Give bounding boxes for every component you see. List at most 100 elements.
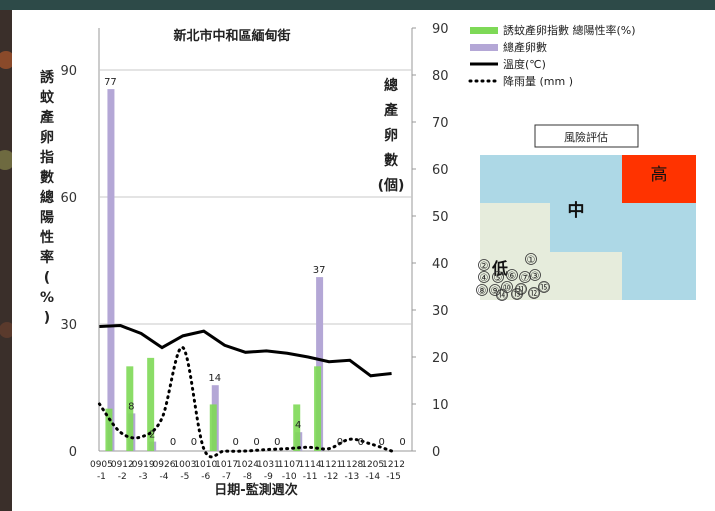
gridlines: [99, 69, 412, 325]
x-tick-week: -9: [264, 472, 273, 482]
x-tick-date: 1003: [173, 460, 196, 470]
week-marker-circle: [528, 287, 540, 299]
x-tick-date: 0919: [132, 460, 155, 470]
positive-rate-bars: [105, 357, 322, 451]
week-marker-label: ⑫: [529, 288, 539, 300]
risk-zone-high: [622, 155, 696, 203]
x-tick-week: -1: [97, 472, 106, 482]
egg-count-label: 0: [274, 437, 280, 448]
x-tick-date: 1205: [361, 460, 384, 470]
left-axis-label-char: 產: [39, 109, 54, 126]
legend-label: 誘蚊產卵指數 總陽性率(%): [503, 23, 636, 37]
right-tick-label: 60: [432, 163, 449, 178]
x-tick-date: 1017: [215, 460, 238, 470]
week-marker-label: ⑥: [508, 271, 517, 282]
positive-rate-bar: [293, 404, 301, 451]
x-tick-week: -11: [303, 472, 318, 482]
egg-count-label: 8: [128, 401, 134, 412]
left-axis-label-char: 蚊: [40, 89, 55, 106]
legend-label: 總產卵數: [503, 40, 547, 54]
legend-swatch: [470, 27, 498, 34]
week-marker-label: ⑨: [491, 286, 500, 297]
x-tick-date: 0912: [111, 460, 134, 470]
left-tick-label: 90: [60, 64, 77, 79]
left-axis-label-char: 性: [40, 229, 54, 246]
line-series: [97, 323, 394, 459]
right-tick-label: 20: [432, 351, 449, 366]
x-tick-week: -10: [282, 472, 297, 482]
x-tick-date: 1114: [299, 460, 322, 470]
x-tick-date: 0926: [153, 460, 176, 470]
left-tick-label: 30: [60, 318, 77, 333]
week-marker-label: ⑦: [521, 273, 530, 284]
week-marker-circle: [496, 289, 508, 301]
week-marker-circle: [525, 253, 537, 265]
legend-swatch: [470, 44, 498, 51]
week-marker-circle: [538, 281, 550, 293]
right-tick-label: 30: [432, 304, 449, 319]
egg-count-bar: [107, 89, 115, 451]
egg-count-label: 0: [232, 437, 238, 448]
bar-data-labels: 77 8 2 0 0 14 0 0 0 4 37 0 0 0 0: [104, 77, 406, 448]
legend-label: 降雨量 (mm ): [503, 74, 573, 88]
right-tick-label: 0: [432, 445, 440, 460]
x-tick-week: -2: [118, 472, 127, 482]
x-tick-week: -15: [386, 472, 401, 482]
x-tick-date: 1024: [236, 460, 259, 470]
right-axis-label: 總產卵數 (個): [378, 77, 405, 194]
positive-rate-bar: [314, 366, 322, 451]
week-marker-label: ⑮: [539, 282, 549, 294]
left-tick-label: 60: [60, 191, 77, 206]
left-axis-label-char: 卵: [40, 129, 54, 146]
x-tick-date: 1107: [278, 460, 301, 470]
risk-mid-label: 中: [568, 200, 585, 221]
right-tick-label: 90: [432, 22, 449, 37]
week-marker-label: ⑤: [494, 273, 503, 284]
x-tick-date: 1121: [320, 460, 343, 470]
left-tick-label: 0: [69, 445, 77, 460]
right-axis-label-char: 產: [383, 102, 398, 119]
x-tick-date: 1010: [194, 460, 217, 470]
week-marker-circle: [478, 259, 490, 271]
risk-zone-low-step: [550, 252, 622, 300]
x-tick-week: -8: [243, 472, 252, 482]
left-axis-label-char: 數: [40, 169, 54, 186]
egg-count-label: 0: [253, 437, 259, 448]
x-tick-week: -7: [222, 472, 231, 482]
chart-title: 新北市中和區緬甸街: [173, 28, 290, 44]
left-axis-label-char: (: [44, 270, 50, 286]
week-marker-circle: [506, 269, 518, 281]
legend-label: 溫度(℃): [503, 57, 546, 71]
week-marker-label: ④: [480, 273, 489, 284]
right-tick-label: 40: [432, 257, 449, 272]
egg-count-label: 0: [358, 437, 364, 448]
right-tick-label: 10: [432, 398, 449, 413]
week-marker-circle: [519, 271, 531, 283]
x-tick-date: 1212: [382, 460, 405, 470]
x-tick-week: -5: [180, 472, 189, 482]
egg-count-label: 37: [313, 265, 326, 276]
positive-rate-bar: [147, 357, 155, 451]
right-tick-label: 50: [432, 210, 449, 225]
egg-count-label: 2: [149, 430, 155, 441]
x-tick-week: -13: [344, 472, 359, 482]
x-tick-date: 1128: [340, 460, 363, 470]
left-axis-label-char: 陽: [40, 209, 54, 226]
egg-count-label: 14: [208, 373, 221, 384]
left-axis-label-char: 總: [40, 189, 54, 206]
temperature-line: [99, 323, 392, 378]
egg-count-label: 0: [337, 437, 343, 448]
left-tick-labels: 0 30 60 90: [60, 64, 77, 460]
week-marker-label: ⑭: [497, 290, 507, 302]
positive-rate-bar: [126, 366, 134, 451]
right-tick-label: 80: [432, 69, 449, 84]
x-tick-week: -14: [365, 472, 380, 482]
egg-count-label: 4: [295, 420, 301, 431]
x-tick-labels: 0905 -1 0912 -2 0919 -3 0926 -4 1003 -5 1010 -6 1017…: [90, 460, 405, 482]
left-axis-label-char: ): [44, 310, 50, 326]
week-marker-circle: [478, 271, 490, 283]
egg-count-label: 0: [379, 437, 385, 448]
left-axis-label-char: 指: [40, 149, 54, 166]
